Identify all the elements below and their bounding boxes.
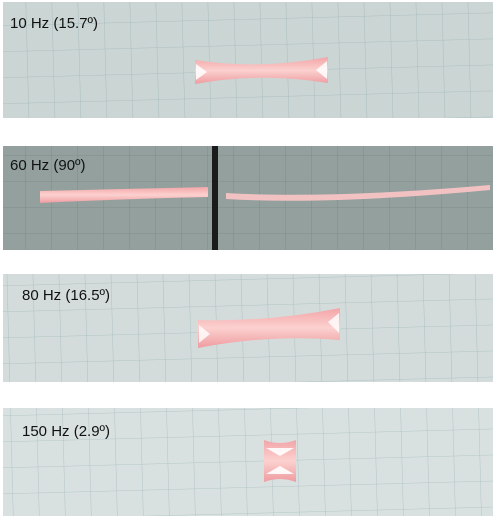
panel-label: 60 Hz (90º) xyxy=(10,157,86,174)
panel: 10 Hz (15.7º) xyxy=(3,2,493,118)
panel: 150 Hz (2.9º) xyxy=(3,408,493,516)
laser-line xyxy=(264,440,296,482)
panel: 60 Hz (90º) xyxy=(3,146,493,250)
panel-label: 10 Hz (15.7º) xyxy=(10,15,98,32)
panel-label: 150 Hz (2.9º) xyxy=(22,423,110,440)
figure: 10 Hz (15.7º) 60 Hz (90º) 80 Hz (16.5º) … xyxy=(0,0,496,518)
panel: 80 Hz (16.5º) xyxy=(3,274,493,382)
panel-label: 80 Hz (16.5º) xyxy=(22,287,110,304)
divider-rod xyxy=(212,146,218,250)
